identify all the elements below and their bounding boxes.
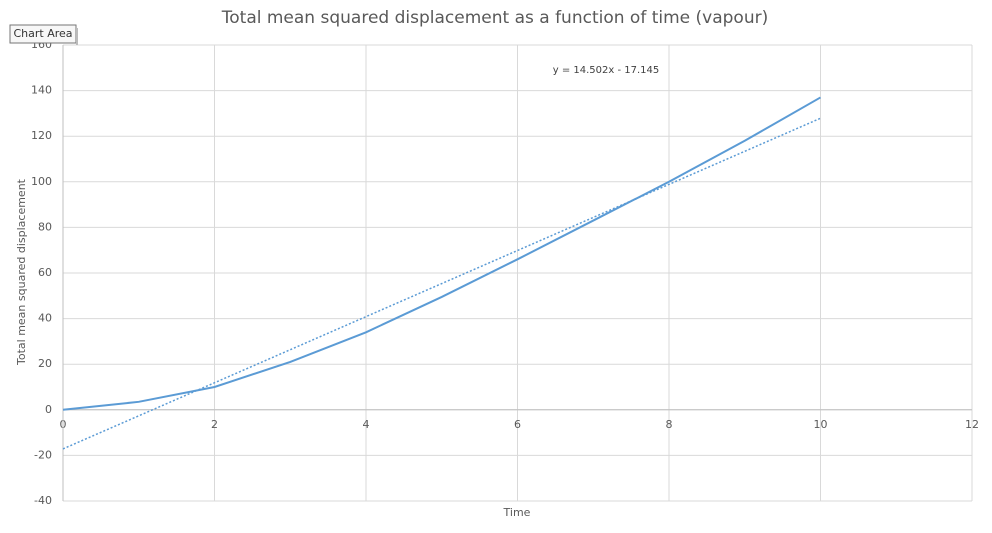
trendline-label: y = 14.502x - 17.145: [553, 65, 660, 76]
data-line: [62, 96, 821, 411]
x-axis-label: Time: [503, 506, 531, 519]
y-tick-label: -20: [34, 448, 52, 461]
x-tick-label: 10: [814, 418, 828, 431]
x-tick-label: 12: [965, 418, 979, 431]
tooltip-text: Chart Area: [13, 27, 72, 40]
chart-title: Total mean squared displacement as a fun…: [221, 8, 768, 28]
x-tick-label: 4: [363, 418, 370, 431]
x-tick-label: 6: [514, 418, 521, 431]
y-axis-label: Total mean squared displacement: [15, 178, 28, 366]
x-tick-label: 2: [211, 418, 218, 431]
y-tick-label: 20: [38, 357, 52, 370]
y-tick-label: 80: [38, 220, 52, 233]
y-tick-label: 140: [31, 84, 52, 97]
y-tick-label: 0: [45, 403, 52, 416]
y-tick-label: 60: [38, 266, 52, 279]
tooltip: Chart Area: [9, 24, 78, 45]
y-tick-label: 120: [31, 129, 52, 142]
x-tick-label: 8: [666, 418, 673, 431]
trendline: [62, 117, 821, 450]
plot-area: -40-20020406080100120140160024681012: [31, 38, 979, 507]
tooltip-shadow: [76, 28, 78, 45]
y-tick-label: 40: [38, 312, 52, 325]
y-tick-label: 100: [31, 175, 52, 188]
y-tick-label: -40: [34, 494, 52, 507]
